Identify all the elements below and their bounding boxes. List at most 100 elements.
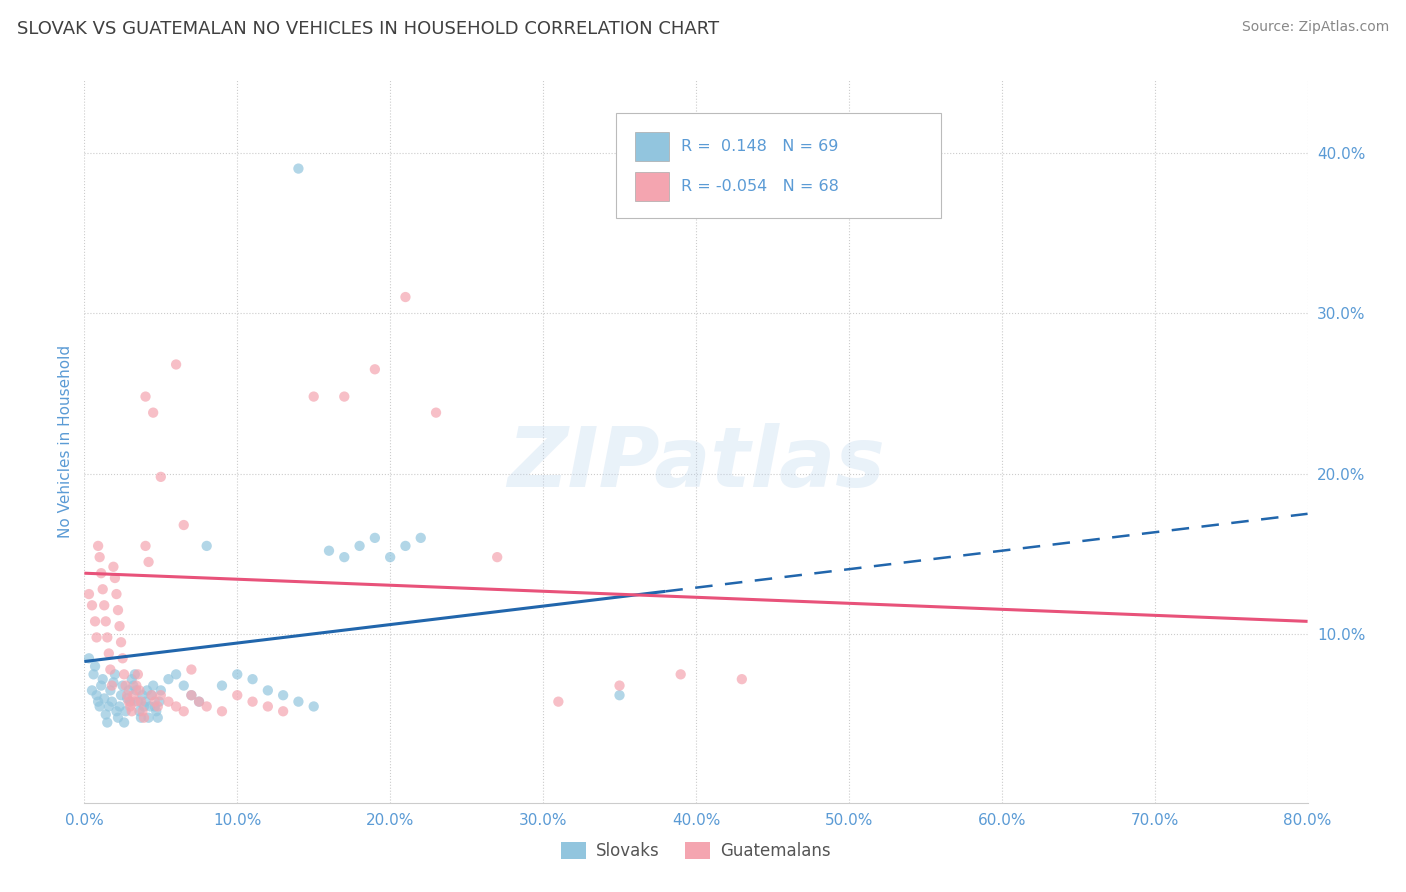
Point [173, 518, 195, 533]
Point [129, 695, 152, 709]
Point [149, 688, 172, 702]
Point [146, 711, 169, 725]
Point [93, 691, 115, 706]
Point [125, 683, 148, 698]
Point [105, 587, 128, 601]
Point [96, 631, 118, 645]
Text: R =  0.148   N = 69: R = 0.148 N = 69 [682, 139, 838, 154]
Point [114, 704, 136, 718]
Point [165, 667, 187, 681]
FancyBboxPatch shape [636, 132, 669, 161]
Point [138, 711, 160, 725]
Point [108, 619, 131, 633]
Point [97, 699, 120, 714]
Legend: Slovaks, Guatemalans: Slovaks, Guatemalans [554, 835, 838, 867]
Point [669, 667, 692, 681]
Point [108, 699, 131, 714]
Point [87, 539, 110, 553]
Point [131, 688, 153, 702]
Point [80, 683, 103, 698]
Point [333, 550, 356, 565]
Point [226, 688, 249, 702]
Point [122, 679, 145, 693]
Point [101, 679, 124, 693]
Text: SLOVAK VS GUATEMALAN NO VEHICLES IN HOUSEHOLD CORRELATION CHART: SLOVAK VS GUATEMALAN NO VEHICLES IN HOUS… [17, 20, 718, 37]
Point [135, 390, 157, 404]
Point [195, 699, 218, 714]
Point [103, 559, 125, 574]
Point [91, 582, 114, 597]
Point [124, 667, 146, 681]
Point [83, 667, 105, 681]
Point [115, 691, 138, 706]
Point [142, 406, 165, 420]
Point [143, 695, 166, 709]
Point [135, 539, 157, 553]
Point [287, 695, 309, 709]
Point [143, 699, 166, 714]
Point [132, 699, 155, 714]
Point [242, 695, 264, 709]
Point [105, 704, 128, 718]
Point [145, 704, 167, 718]
Point [84, 659, 107, 673]
Point [111, 651, 134, 665]
Point [146, 699, 169, 714]
Point [91, 672, 114, 686]
Point [111, 679, 134, 693]
Point [129, 711, 152, 725]
Point [104, 571, 127, 585]
FancyBboxPatch shape [616, 112, 941, 218]
FancyBboxPatch shape [636, 172, 669, 201]
Point [135, 695, 157, 709]
Point [86, 631, 108, 645]
Text: R = -0.054   N = 68: R = -0.054 N = 68 [682, 179, 839, 194]
Point [110, 635, 132, 649]
Point [149, 470, 172, 484]
Point [302, 699, 325, 714]
Point [173, 679, 195, 693]
Point [302, 390, 325, 404]
Point [104, 667, 127, 681]
Point [486, 550, 509, 565]
Point [90, 679, 112, 693]
Point [89, 699, 111, 714]
Point [318, 543, 340, 558]
Point [287, 161, 309, 176]
Point [148, 695, 170, 709]
Point [118, 695, 141, 709]
Point [87, 695, 110, 709]
Point [409, 531, 432, 545]
Point [349, 539, 371, 553]
Point [121, 672, 143, 686]
Point [180, 663, 202, 677]
Point [136, 683, 159, 698]
Point [128, 683, 150, 698]
Point [180, 688, 202, 702]
Point [188, 695, 211, 709]
Point [127, 695, 149, 709]
Point [149, 683, 172, 698]
Point [114, 679, 136, 693]
Point [173, 704, 195, 718]
Point [98, 683, 121, 698]
Point [125, 679, 148, 693]
Point [271, 688, 294, 702]
Point [165, 699, 187, 714]
Point [96, 715, 118, 730]
Point [139, 699, 162, 714]
Point [165, 358, 187, 372]
Point [107, 711, 129, 725]
Point [94, 615, 117, 629]
Point [107, 603, 129, 617]
Point [103, 675, 125, 690]
Point [380, 550, 402, 565]
Point [333, 390, 356, 404]
Point [89, 550, 111, 565]
Point [101, 695, 124, 709]
Point [242, 672, 264, 686]
Point [394, 290, 416, 304]
Point [138, 555, 160, 569]
Point [77, 587, 100, 601]
Point [271, 704, 294, 718]
